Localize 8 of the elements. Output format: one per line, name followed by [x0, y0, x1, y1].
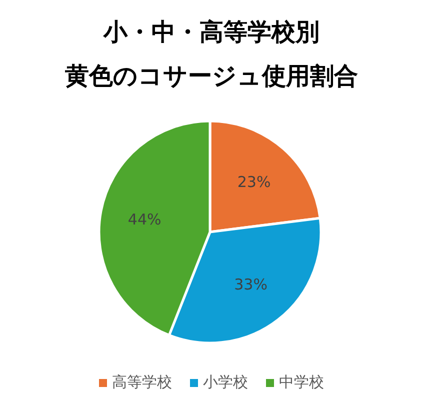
legend-label: 小学校 — [203, 373, 248, 391]
legend-label: 高等学校 — [112, 373, 172, 391]
data-label: 23% — [237, 173, 271, 192]
data-label: 33% — [234, 276, 268, 294]
chart-subtitle: 黄色のコサージュ使用割合 — [64, 62, 358, 90]
chart-title: 小・中・高等学校別 — [102, 18, 320, 46]
data-label: 44% — [128, 210, 162, 229]
legend-label: 中学校 — [279, 373, 324, 391]
